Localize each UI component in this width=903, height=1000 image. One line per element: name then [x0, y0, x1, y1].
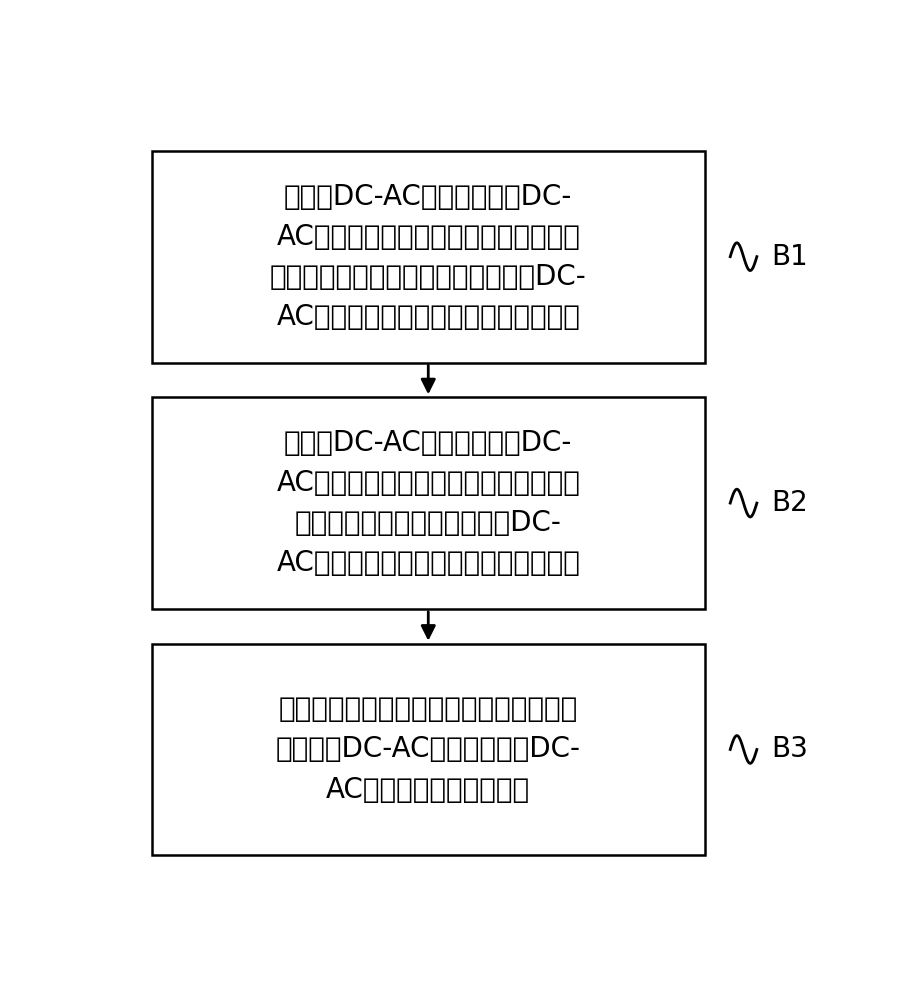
Text: AC并网变流器的参考平滑输出，通过第: AC并网变流器的参考平滑输出，通过第	[276, 469, 580, 497]
Text: 将三相DC-AC并网变流器中DC-: 将三相DC-AC并网变流器中DC-	[284, 183, 572, 211]
Text: AC并网变流器的并网电压的前馈补偿量: AC并网变流器的并网电压的前馈补偿量	[276, 303, 580, 331]
Text: AC并网变流器的并网电压: AC并网变流器的并网电压	[326, 776, 530, 804]
Text: B1: B1	[771, 243, 807, 271]
Text: AC并网变流器的并网电压的反馈控制量: AC并网变流器的并网电压的反馈控制量	[276, 549, 580, 577]
Text: 将三相DC-AC并网变流器中DC-: 将三相DC-AC并网变流器中DC-	[284, 429, 572, 457]
Bar	[152, 644, 704, 855]
Text: 二非线性微分平滑前馈控制器，得到DC-: 二非线性微分平滑前馈控制器，得到DC-	[270, 263, 586, 291]
Text: 得到三相DC-AC并网变流器中DC-: 得到三相DC-AC并网变流器中DC-	[275, 735, 580, 763]
Text: B3: B3	[771, 735, 807, 763]
Bar	[152, 397, 704, 609]
Text: AC并网变流器的参考平滑输出，通过第: AC并网变流器的参考平滑输出，通过第	[276, 223, 580, 251]
Text: 根据前馈补偿量和反馈控制量，通过计算: 根据前馈补偿量和反馈控制量，通过计算	[278, 695, 577, 723]
Text: B2: B2	[771, 489, 807, 517]
Text: 二微分平滑反馈控制器，得到DC-: 二微分平滑反馈控制器，得到DC-	[294, 509, 561, 537]
Bar	[152, 151, 704, 363]
